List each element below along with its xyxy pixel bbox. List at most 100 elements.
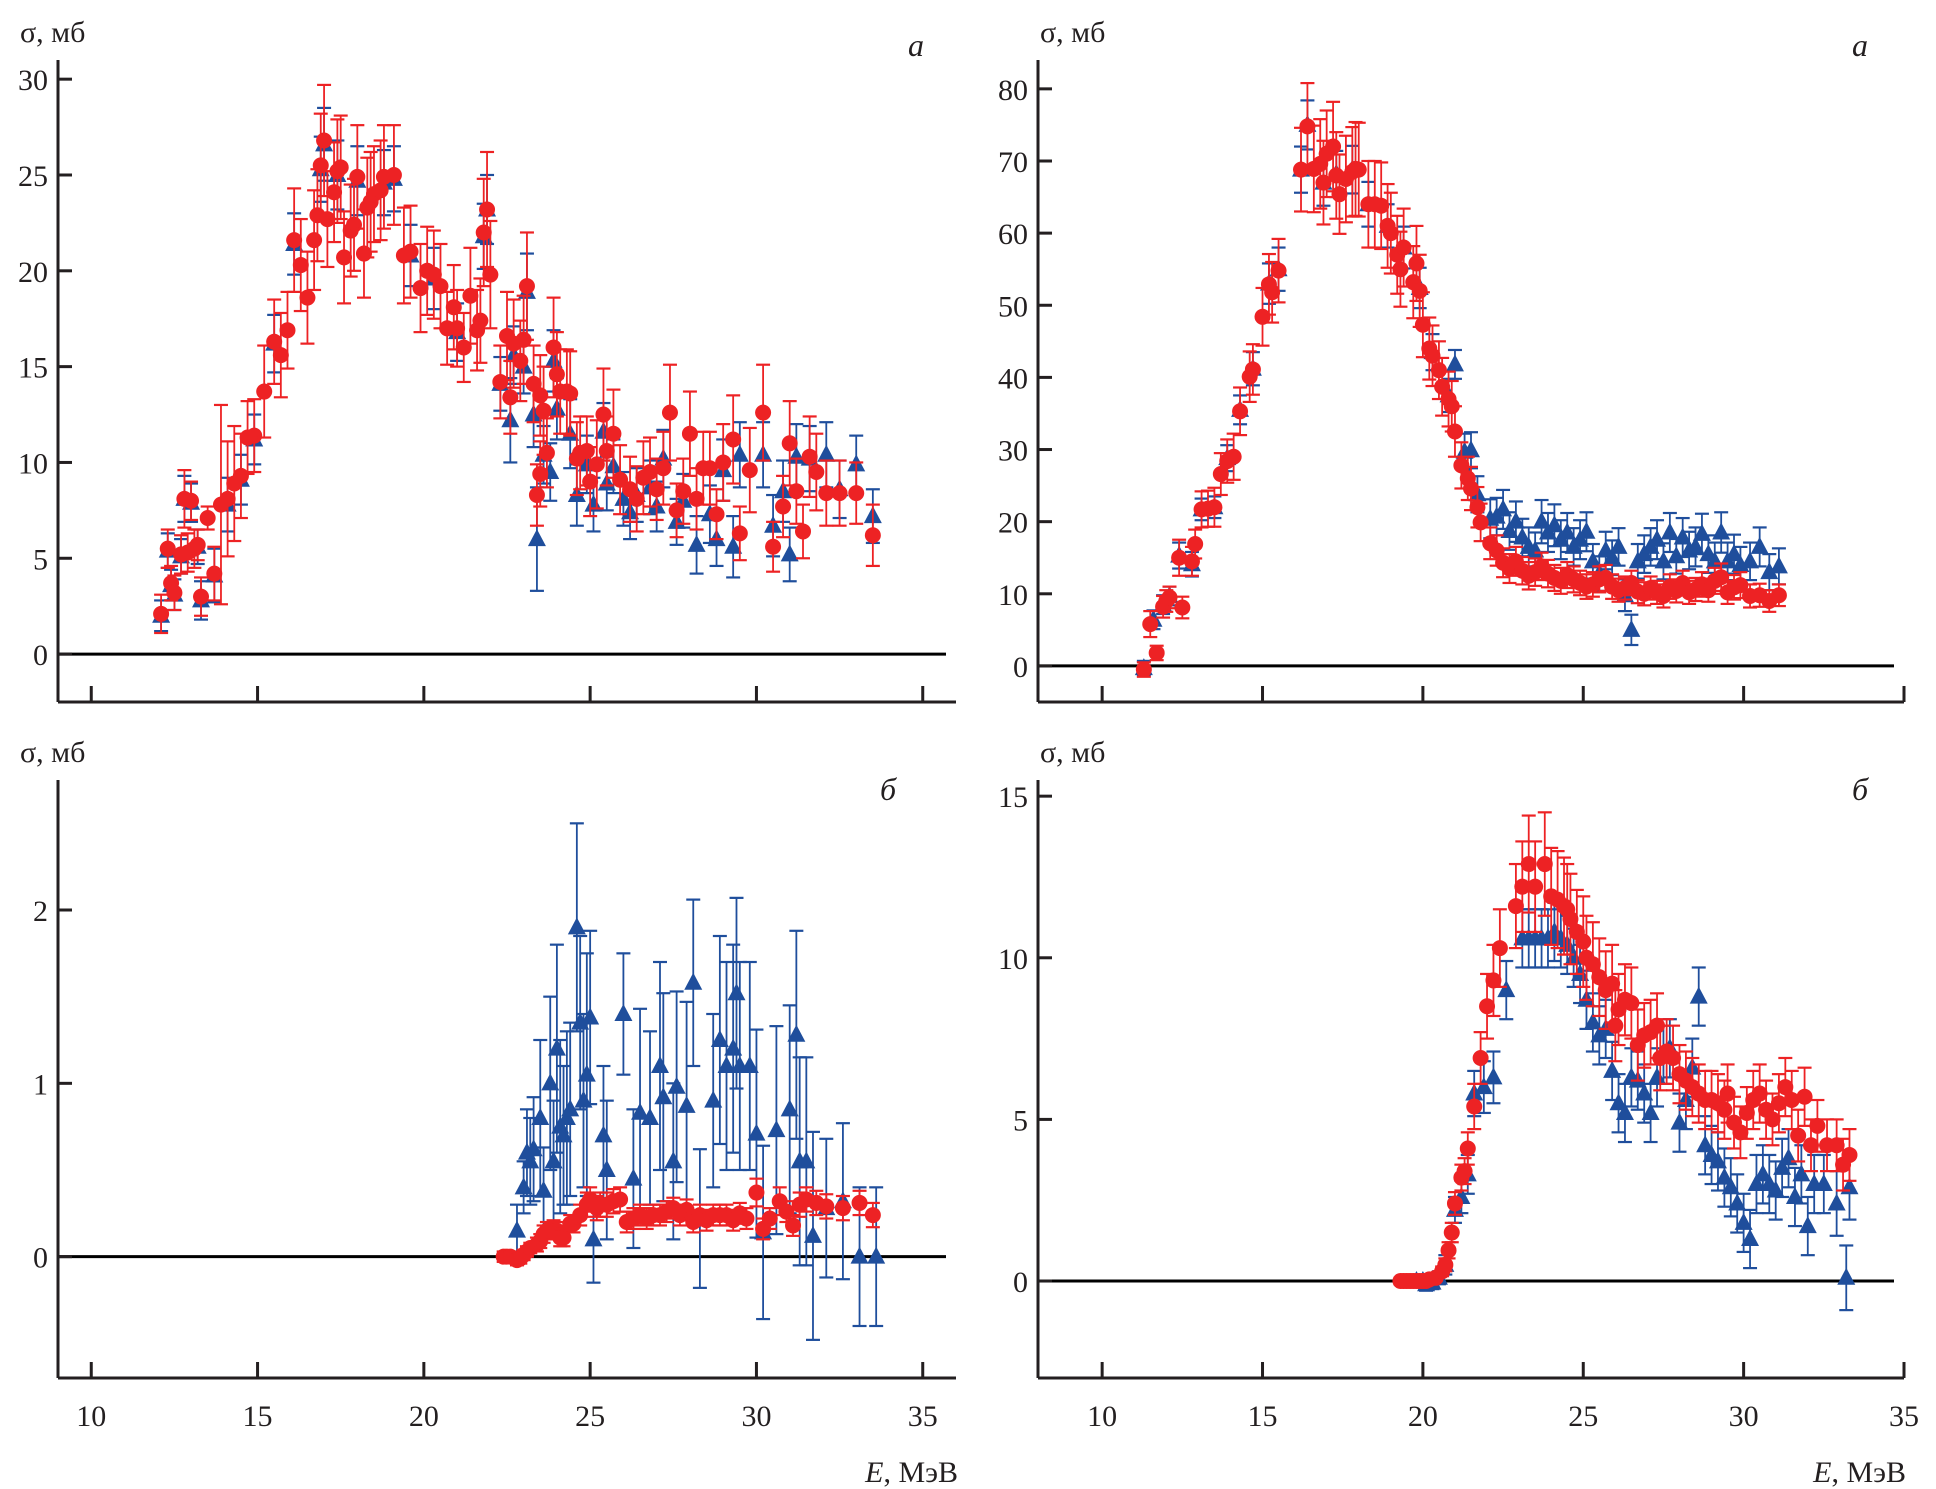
triangle-marker [547, 1038, 566, 1056]
data-point-circle [1350, 121, 1367, 218]
triangle-marker [1635, 1083, 1654, 1101]
data-point-circle [183, 480, 200, 522]
circle-marker [349, 168, 366, 185]
data-point-triangle [597, 1099, 616, 1241]
data-point-circle [1135, 661, 1152, 678]
triangle-marker [1728, 1193, 1747, 1211]
x-tick-label: 35 [1889, 1400, 1919, 1433]
circle-marker [492, 373, 509, 390]
circle-marker [256, 383, 273, 400]
circle-marker [1174, 599, 1191, 616]
y-tick-label: 20 [18, 256, 48, 289]
data-point-circle [1437, 1256, 1454, 1273]
y-tick-label: 10 [18, 447, 48, 480]
triangle-marker [1545, 515, 1564, 533]
circle-marker [1764, 1111, 1781, 1128]
data-point-triangle [654, 992, 673, 1203]
y-tick-label: 0 [1013, 1266, 1028, 1299]
circle-marker [219, 490, 236, 507]
circle-marker [1171, 549, 1188, 566]
circle-marker [1770, 587, 1787, 604]
circle-marker [864, 527, 881, 544]
circle-marker [1485, 972, 1502, 989]
triangle-marker [1622, 619, 1641, 637]
triangle-marker [527, 529, 546, 547]
data-point-circle [246, 398, 263, 474]
data-point-circle [1331, 153, 1348, 235]
data-point-circle [1244, 343, 1261, 396]
circle-marker [612, 1191, 629, 1208]
data-point-circle [449, 288, 466, 368]
triangle-marker [1827, 1193, 1846, 1211]
circle-marker [765, 538, 782, 555]
circle-marker [1802, 1137, 1819, 1154]
x-tick-label: 15 [243, 1400, 273, 1433]
circle-marker [1440, 1242, 1457, 1259]
x-tick-label: 35 [908, 1400, 938, 1433]
circle-marker [1527, 878, 1544, 895]
circle-marker [1453, 457, 1470, 474]
circle-marker [189, 536, 206, 553]
circle-marker [1408, 255, 1425, 272]
circle-marker [412, 280, 429, 297]
triangle-marker [584, 1229, 603, 1247]
triangle-marker [557, 1108, 576, 1125]
circle-marker [1575, 933, 1592, 950]
triangle-marker [1721, 1177, 1740, 1195]
circle-marker [1244, 361, 1261, 378]
y-axis-title: σ, мб [20, 736, 85, 769]
circle-marker [545, 339, 562, 356]
circle-marker [725, 431, 742, 448]
data-point-circle [538, 417, 555, 489]
data-point-triangle [740, 960, 759, 1172]
data-point-circle [1507, 862, 1524, 950]
circle-marker [1382, 225, 1399, 242]
triangle-marker [614, 488, 633, 506]
data-point-circle [642, 436, 659, 508]
circle-marker [518, 278, 535, 295]
circle-marker [741, 462, 758, 479]
data-point-circle [831, 459, 848, 527]
circle-marker [316, 132, 333, 149]
x-tick-label: 20 [409, 1400, 439, 1433]
data-point-circle [1751, 1063, 1768, 1124]
data-point-circle [299, 250, 316, 345]
data-point-circle [715, 423, 732, 502]
data-point-circle [741, 426, 758, 514]
triangle-marker [631, 1102, 650, 1120]
triangle-marker [787, 1024, 806, 1042]
circle-marker [675, 483, 692, 500]
circle-marker [1469, 499, 1486, 516]
panel-label: а [908, 27, 924, 63]
triangle-marker [780, 544, 799, 562]
data-point-triangle [1750, 526, 1769, 568]
circle-marker [532, 465, 549, 482]
circle-marker [578, 442, 595, 459]
data-point-circle [748, 1177, 765, 1208]
circle-marker [555, 1229, 572, 1246]
data-point-circle [1459, 1131, 1476, 1166]
triangle-marker [1564, 947, 1583, 965]
triangle-marker [571, 1012, 590, 1030]
triangle-marker [1753, 1164, 1772, 1182]
data-point-triangle [1741, 1208, 1760, 1270]
triangle-marker [1577, 521, 1596, 539]
circle-marker [1472, 1049, 1489, 1066]
data-point-circle [655, 430, 672, 506]
data-point-triangle [710, 934, 729, 1146]
circle-marker [1536, 856, 1553, 873]
data-point-circle [795, 503, 812, 560]
circle-marker [1270, 262, 1287, 279]
circle-marker [1350, 161, 1367, 178]
circle-marker [346, 216, 363, 233]
data-point-circle [479, 150, 496, 269]
circle-marker [1584, 956, 1601, 973]
data-point-circle [1841, 1128, 1858, 1182]
circle-marker [748, 1184, 765, 1201]
circle-marker [818, 1198, 835, 1215]
series-circles [1392, 811, 1858, 1290]
circle-marker [595, 406, 612, 423]
triangle-marker [1654, 551, 1673, 569]
circle-marker [1434, 378, 1451, 395]
circle-marker [272, 347, 289, 364]
